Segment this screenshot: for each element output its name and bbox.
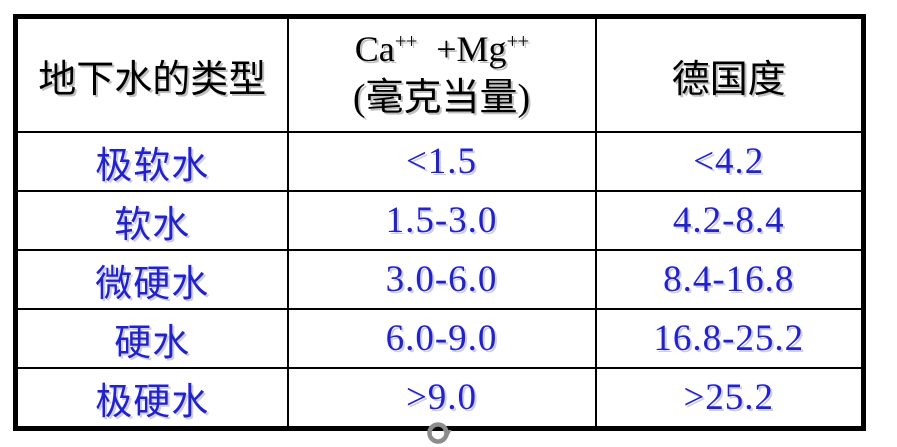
formula-ca: Ca — [354, 29, 395, 70]
header-ca-mg-meq: Ca++ +Mg++ (毫克当量) — [286, 15, 597, 133]
cell-water-type: 极软水 — [14, 131, 289, 192]
cell-german-value: <4.2 — [594, 131, 865, 192]
cell-meq-value: 3.0-6.0 — [286, 249, 597, 310]
table-row: 极硬水 >9.0 >25.2 — [14, 367, 865, 430]
page: 地下水的类型 Ca++ +Mg++ (毫克当量) 德国度 极软水 <1.5 <4.… — [13, 14, 866, 444]
cell-german-value: 4.2-8.4 — [594, 190, 865, 251]
ca-mg-formula: Ca++ +Mg++ — [290, 29, 594, 70]
cell-water-type: 硬水 — [14, 308, 289, 369]
cell-water-type: 极硬水 — [14, 367, 289, 430]
header-row: 地下水的类型 Ca++ +Mg++ (毫克当量) 德国度 — [14, 15, 865, 133]
cell-water-type: 微硬水 — [14, 249, 289, 310]
cell-water-type: 软水 — [14, 190, 289, 251]
cell-meq-value: <1.5 — [286, 131, 597, 192]
cell-german-value: 8.4-16.8 — [594, 249, 865, 310]
formula-ca-charge: ++ — [394, 29, 418, 54]
cell-german-value: 16.8-25.2 — [594, 308, 865, 369]
rotate-clockwise-icon — [427, 422, 452, 444]
formula-mg: +Mg — [436, 29, 507, 70]
water-hardness-table: 地下水的类型 Ca++ +Mg++ (毫克当量) 德国度 极软水 <1.5 <4.… — [13, 14, 866, 431]
cell-meq-value: 1.5-3.0 — [286, 190, 597, 251]
table-row: 微硬水 3.0-6.0 8.4-16.8 — [14, 249, 865, 310]
cell-meq-value: 6.0-9.0 — [286, 308, 597, 369]
table-row: 软水 1.5-3.0 4.2-8.4 — [14, 190, 865, 251]
header-german-degree: 德国度 — [594, 15, 865, 133]
meq-unit-label: (毫克当量) — [352, 76, 531, 119]
formula-mg-charge: ++ — [506, 29, 530, 54]
table-row: 极软水 <1.5 <4.2 — [14, 131, 865, 192]
cell-german-value: >25.2 — [594, 367, 865, 430]
table-row: 硬水 6.0-9.0 16.8-25.2 — [14, 308, 865, 369]
cell-meq-value: >9.0 — [286, 367, 597, 430]
header-groundwater-type: 地下水的类型 — [14, 15, 289, 133]
